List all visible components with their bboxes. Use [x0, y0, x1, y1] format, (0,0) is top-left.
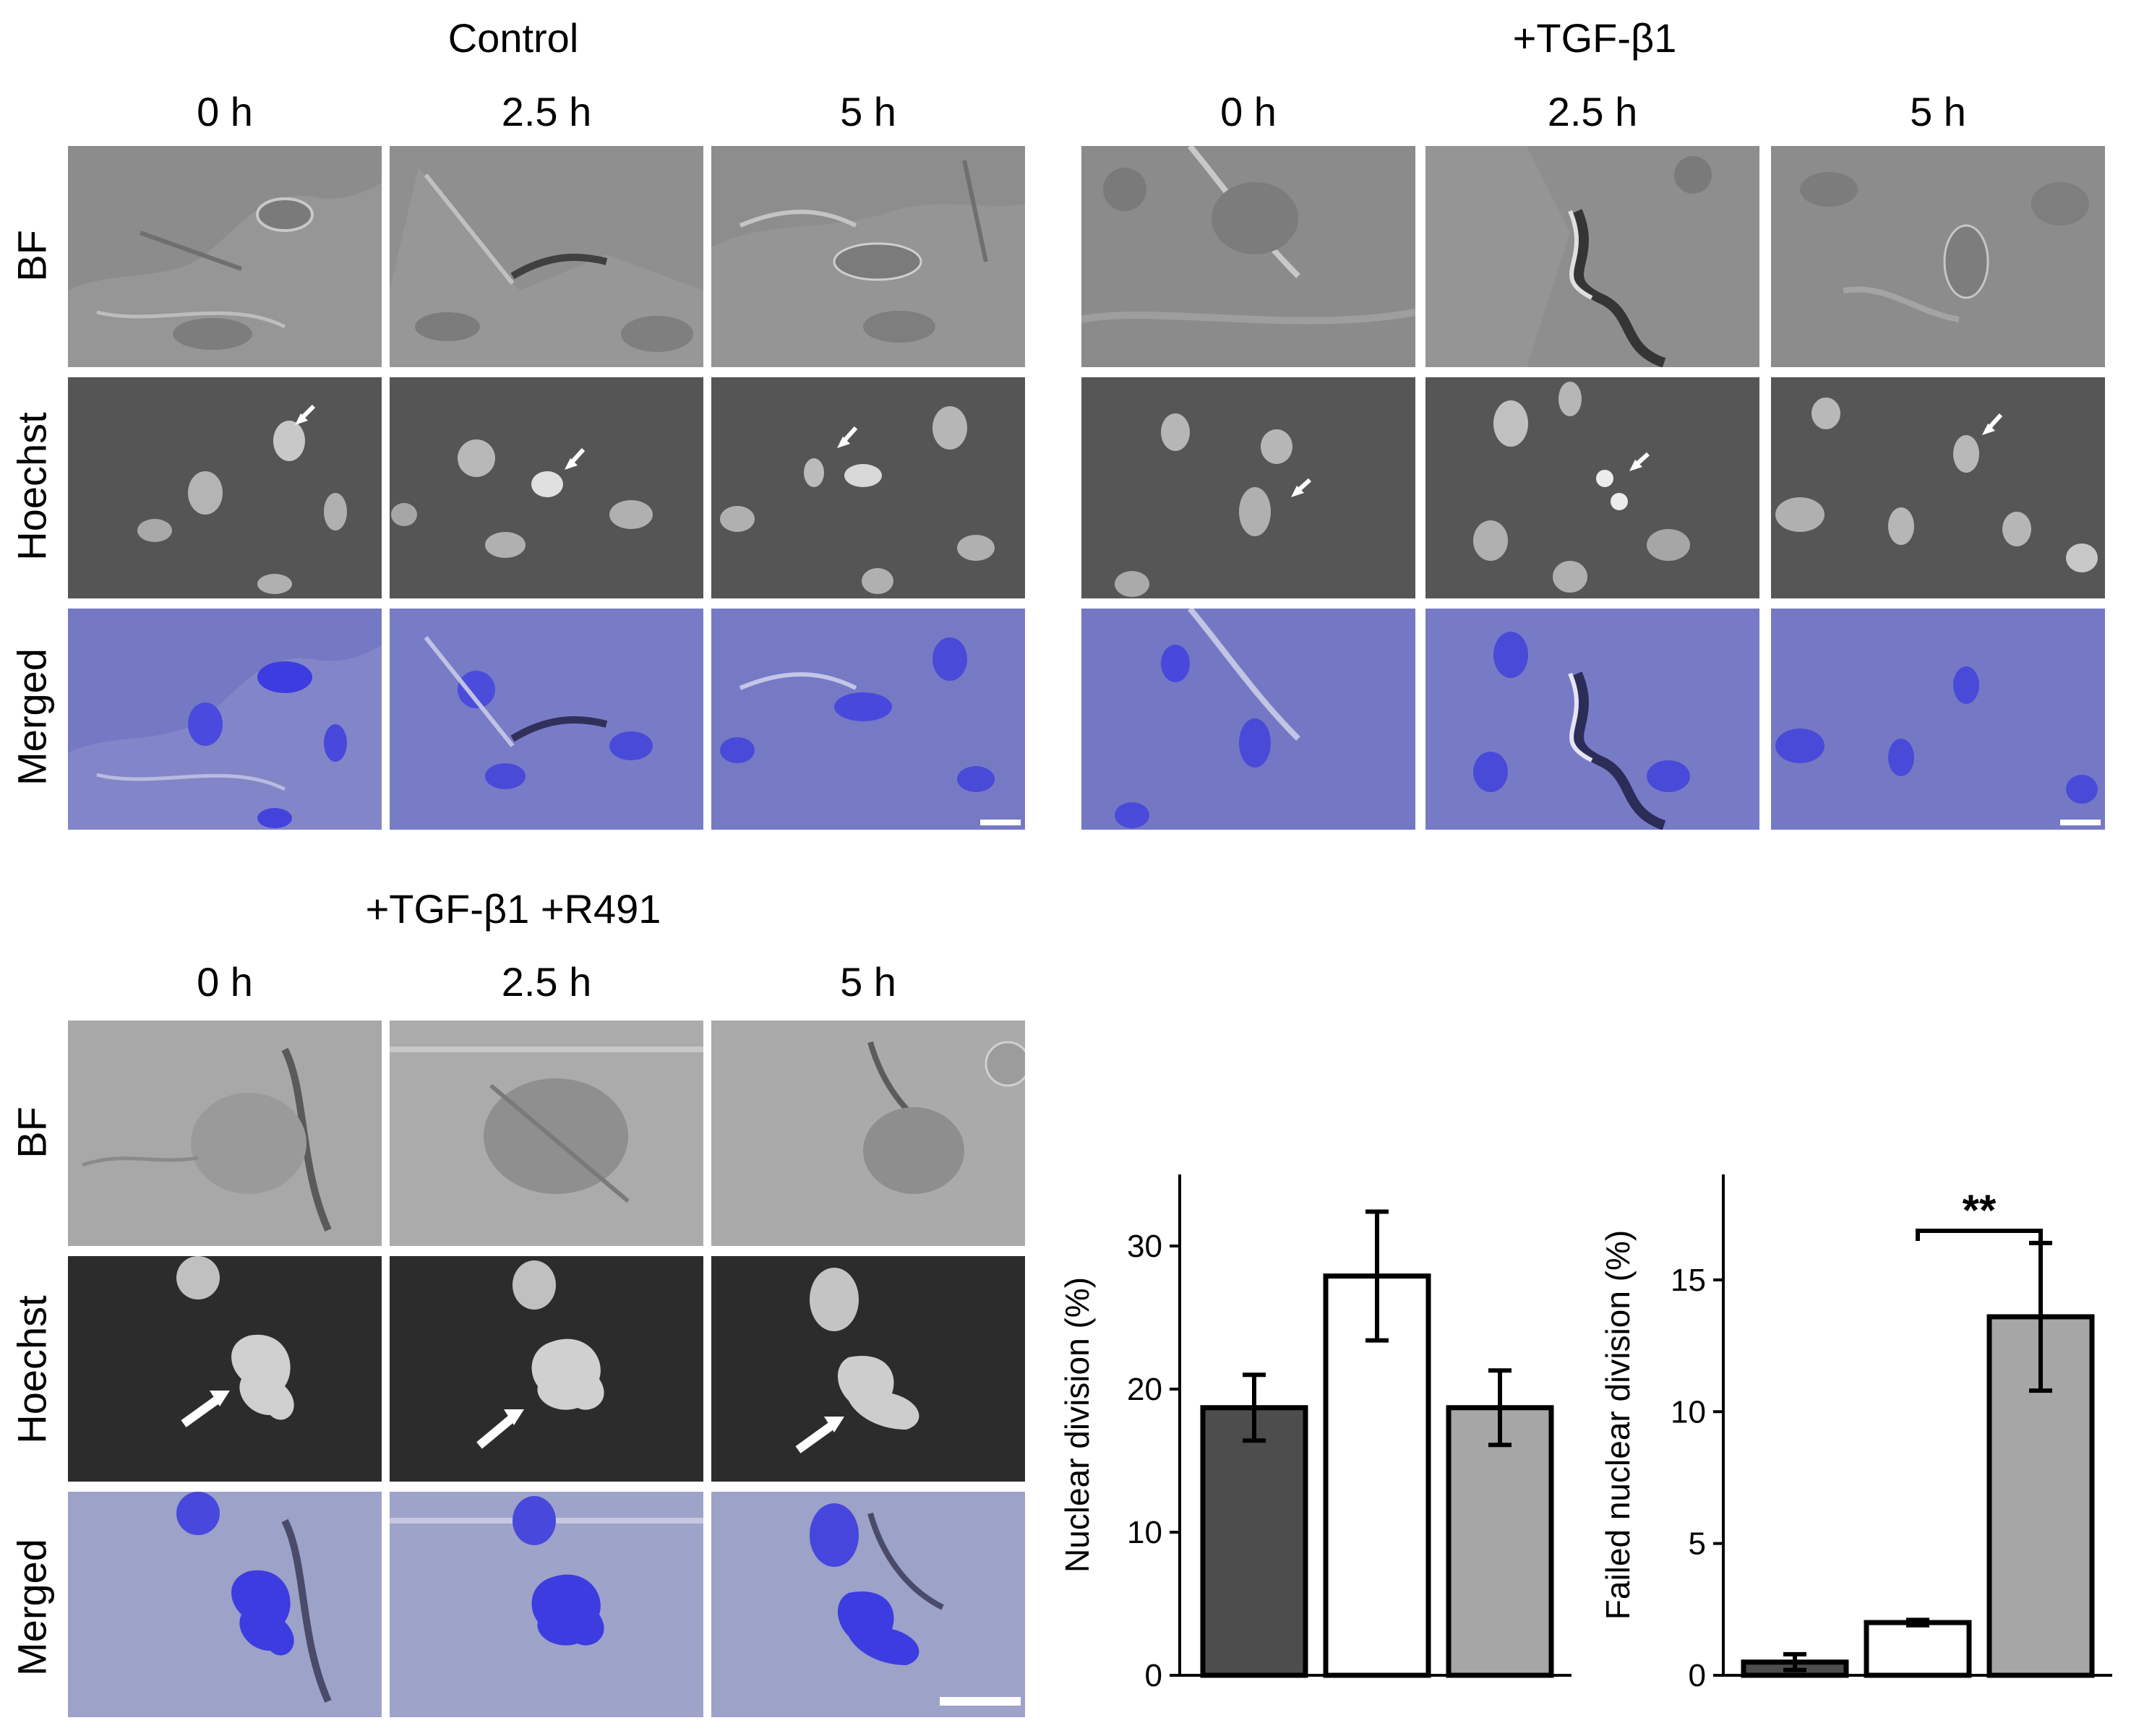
micrograph-control-merged-2-5h	[390, 609, 703, 830]
micrograph-tgf-hoechst-0h	[1081, 377, 1415, 598]
y-axis-label: Nuclear division (%)	[1058, 1277, 1096, 1573]
y-tick-label: 0	[1145, 1658, 1162, 1693]
time-label-tgf-2-5h: 2.5 h	[1547, 89, 1638, 134]
time-label-r491-2-5h: 2.5 h	[501, 959, 592, 1005]
micrograph-control-merged-0h	[68, 609, 382, 830]
y-tick-label: 10	[1127, 1515, 1162, 1550]
bar	[1446, 1405, 1554, 1678]
micrograph-control-hoechst-0h	[68, 377, 382, 598]
time-label-tgf-5h: 5 h	[1910, 89, 1966, 134]
time-label-control-0h: 0 h	[197, 89, 253, 134]
micrograph-tgf-bf-2-5h	[1425, 146, 1759, 367]
chart-failed-nuclear-division: 0 5 10 15 Failed nuclear division (%) **	[1590, 1156, 2125, 1706]
micrograph-control-hoechst-5h	[711, 377, 1025, 598]
chart-nuclear-division: 0 10 20 30 Nuclear division (%)	[1055, 1156, 1572, 1706]
chart-nuclear-division-svg: 0 10 20 30 Nuclear division (%)	[1058, 1174, 1572, 1693]
micrograph-tgf-merged-5h	[1771, 609, 2105, 830]
micrograph-r491-merged-0h	[68, 1492, 382, 1717]
bar	[1200, 1405, 1308, 1678]
significance-bracket	[1916, 1229, 2043, 1241]
micrograph-r491-bf-2-5h	[390, 1020, 703, 1246]
row-label-hoechst: Hoechst	[9, 1295, 55, 1444]
micrograph-control-bf-2-5h	[390, 146, 703, 367]
micrograph-r491-merged-2-5h	[390, 1492, 703, 1717]
micrograph-tgf-bf-5h	[1771, 146, 2105, 367]
row-label-bf: BF	[9, 1107, 55, 1159]
group-title-control: Control	[447, 15, 579, 61]
time-label-tgf-0h: 0 h	[1220, 89, 1277, 134]
y-axis-label: Failed nuclear division (%)	[1599, 1230, 1637, 1620]
y-tick-label: 0	[1689, 1658, 1706, 1693]
micrograph-tgf-hoechst-2-5h	[1425, 377, 1759, 598]
micrograph-tgf-merged-0h	[1081, 609, 1415, 830]
time-label-control-2-5h: 2.5 h	[501, 89, 592, 134]
y-tick-label: 15	[1671, 1263, 1706, 1298]
group-title-tgf-r491: +TGF-β1 +R491	[365, 886, 661, 932]
micrograph-control-bf-0h	[68, 146, 382, 367]
micrograph-r491-hoechst-0h	[68, 1256, 382, 1482]
bar	[1864, 1620, 1972, 1678]
scale-bar	[980, 820, 1021, 825]
micrograph-control-bf-5h	[711, 146, 1025, 367]
micrograph-tgf-merged-2-5h	[1425, 609, 1759, 830]
micrograph-r491-hoechst-2-5h	[390, 1256, 703, 1482]
micrograph-r491-hoechst-5h	[711, 1256, 1025, 1482]
micrograph-r491-bf-5h	[711, 1020, 1025, 1246]
group-title-tgf: +TGF-β1	[1512, 15, 1677, 61]
micrograph-control-merged-5h	[711, 609, 1025, 830]
time-label-r491-0h: 0 h	[197, 959, 253, 1005]
scale-bar	[940, 1697, 1021, 1706]
row-label-merged: Merged	[9, 1539, 55, 1676]
row-label-bf: BF	[9, 230, 55, 282]
micrograph-r491-merged-5h	[711, 1492, 1025, 1717]
row-label-hoechst: Hoechst	[9, 412, 55, 561]
y-tick-label: 10	[1671, 1394, 1706, 1430]
chart-failed-nuclear-division-svg: 0 5 10 15 Failed nuclear division (%) **	[1599, 1174, 2112, 1693]
micrograph-control-hoechst-2-5h	[390, 377, 703, 598]
y-tick-label: 20	[1127, 1372, 1162, 1407]
y-tick-label: 5	[1689, 1526, 1706, 1562]
micrograph-tgf-bf-0h	[1081, 146, 1415, 367]
micrograph-tgf-hoechst-5h	[1771, 377, 2105, 598]
y-tick-label: 30	[1127, 1229, 1162, 1264]
row-label-merged: Merged	[9, 648, 55, 786]
micrograph-r491-bf-0h	[68, 1020, 382, 1246]
scale-bar	[2060, 820, 2101, 825]
significance-label: **	[1963, 1186, 1997, 1234]
time-label-r491-5h: 5 h	[840, 959, 896, 1005]
time-label-control-5h: 5 h	[840, 89, 896, 134]
